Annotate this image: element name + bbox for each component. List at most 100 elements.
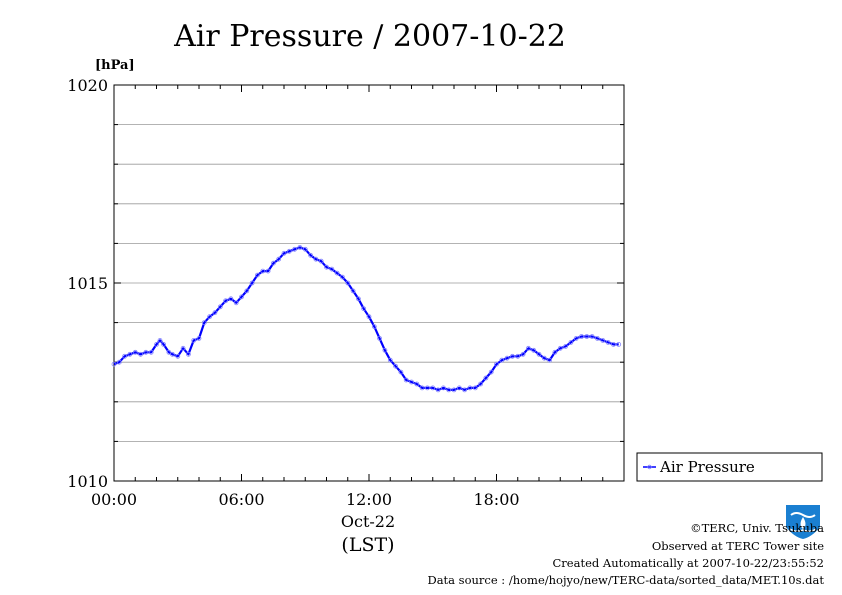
data-point [419,385,425,391]
data-point [127,351,133,357]
data-point [595,335,600,341]
data-point [456,385,462,391]
data-point [600,337,606,343]
data-point [414,381,420,387]
data-point [308,252,314,258]
data-point [531,347,537,353]
chart-title: Air Pressure / 2007-10-22 [173,19,566,54]
data-point [547,357,552,363]
data-point [169,351,175,357]
data-point [185,351,191,357]
created-text: Created Automatically at 2007-10-22/23:5… [552,556,825,570]
data-point [409,379,414,385]
data-point [143,349,149,355]
data-point [355,296,361,302]
data-point [515,353,521,359]
data-point [154,341,159,347]
data-point [201,320,207,326]
data-point [552,349,558,355]
data-point [324,264,329,270]
data-point [111,361,117,367]
data-point [403,377,409,383]
data-point [579,334,584,339]
data-point [223,298,229,304]
data-point [430,385,436,391]
data-point [472,385,478,391]
data-point [334,270,340,276]
data-point [478,381,484,387]
data-point [345,280,351,286]
data-point [244,288,250,294]
terc-logo [784,503,822,541]
legend: Air Pressure [636,452,823,482]
data-point [371,324,377,330]
series-line [113,246,619,391]
data-point [387,357,393,363]
data-point [276,256,282,262]
data-point [138,351,144,357]
data-point [254,272,260,278]
data-point [148,349,154,355]
observed-text: Observed at TERC Tower site [651,539,824,553]
x-tick-label: 12:00 [346,490,392,509]
data-point [446,387,452,393]
data-point [424,385,430,391]
data-point [557,345,563,351]
grid [114,124,624,442]
data-point [526,345,531,351]
legend-point-marker [647,464,652,470]
copyright-text: ©TERC, Univ. Tsukuba [690,521,824,535]
data-point [435,387,441,393]
data-point [536,351,542,357]
data-point [292,246,298,252]
data-point [366,314,372,320]
source-text: Data source : /home/hojyo/new/TERC-data/… [427,573,824,587]
x-tick-label: 18:00 [473,490,519,509]
data-point [440,385,446,391]
x-axis: 00:00 06:00 12:00 18:00 [91,85,625,509]
data-point [166,349,172,355]
data-point [260,268,266,274]
data-point [281,250,287,256]
y-tick-label: 1010 [67,472,108,491]
y-axis: 1010 1015 1020 [67,76,624,491]
data-point [361,306,367,312]
data-point [302,246,308,252]
x-tick-label: 00:00 [91,490,137,509]
data-point [451,387,457,393]
data-point [157,337,163,343]
data-point [249,280,255,286]
series-air-pressure [111,244,622,393]
data-point [339,274,345,280]
data-point [573,335,579,341]
data-point [377,335,383,341]
data-point [541,355,547,361]
data-point [611,341,616,347]
data-point [233,300,239,306]
data-point [393,363,399,369]
data-point [196,335,202,341]
x-tick-label: 06:00 [218,490,264,509]
y-tick-label: 1020 [67,76,108,95]
data-point [132,349,138,355]
x-axis-date-label: Oct-22 [341,512,395,531]
legend-box [636,452,823,482]
data-point [483,375,489,381]
data-point [589,334,595,339]
data-point [563,343,568,349]
data-point [568,339,574,345]
data-point [161,341,167,347]
data-point [212,310,218,316]
legend-label: Air Pressure [659,458,755,476]
data-point [217,304,223,310]
y-tick-label: 1015 [67,274,108,293]
data-point [504,355,510,361]
data-point [494,361,499,367]
data-point [116,359,122,365]
data-point [520,351,526,357]
data-point [350,288,356,294]
data-point [297,244,303,250]
x-axis-label: (LST) [341,534,394,556]
data-point [467,385,473,391]
data-point [616,341,622,347]
